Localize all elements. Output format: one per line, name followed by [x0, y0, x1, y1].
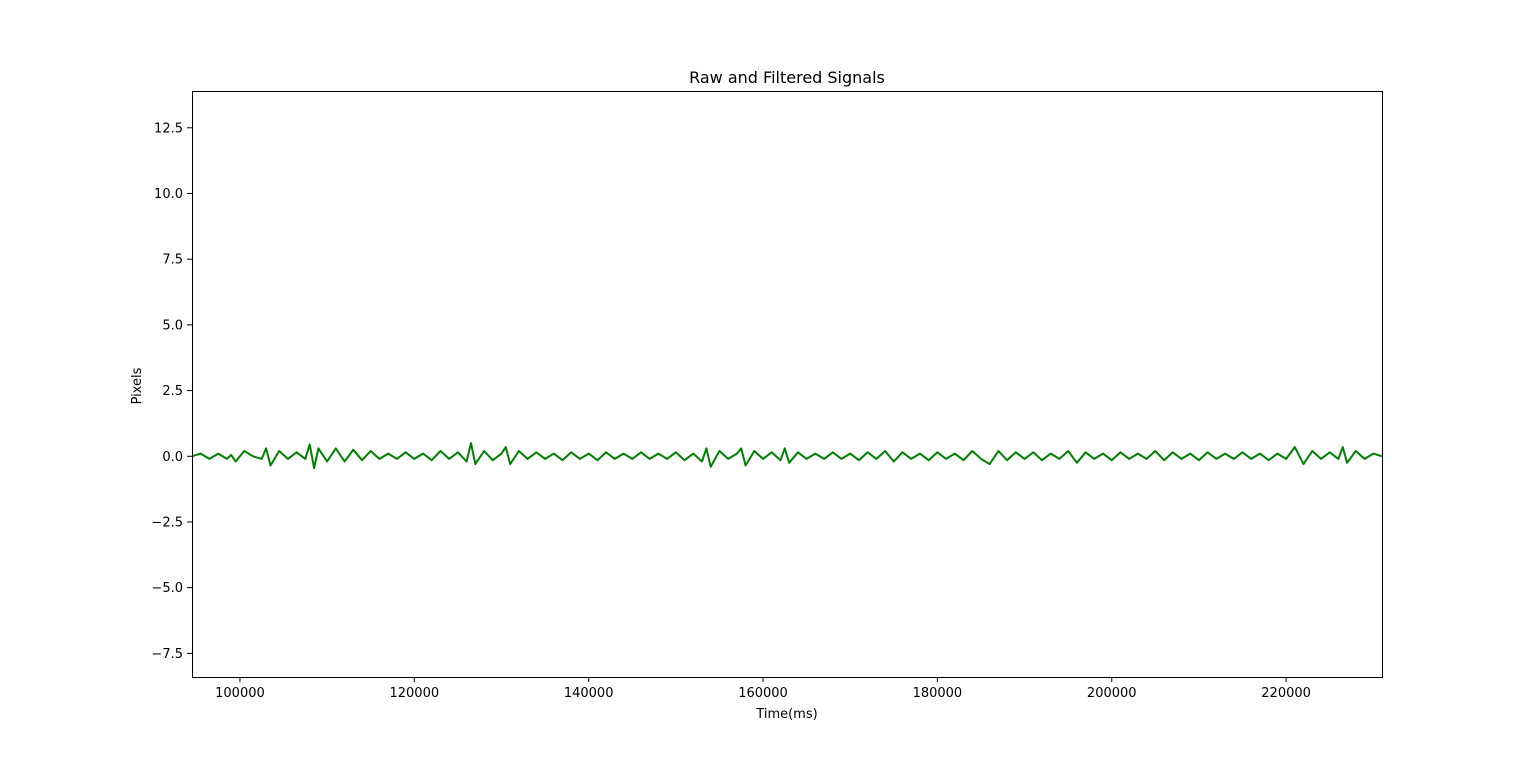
y-tick-label: 12.5 — [154, 121, 183, 136]
series-line-0 — [192, 442, 1382, 470]
series-layer — [192, 442, 1382, 470]
y-tick-label: −7.5 — [151, 647, 183, 662]
x-tick-label: 180000 — [913, 686, 963, 701]
plot-frame — [192, 91, 1383, 678]
chart-title: Raw and Filtered Signals — [689, 68, 885, 87]
y-tick-label: −5.0 — [151, 581, 183, 596]
plot-area — [192, 91, 1383, 678]
x-tick-label: 100000 — [215, 686, 265, 701]
y-tick-label: −2.5 — [151, 515, 183, 530]
x-tick-label: 220000 — [1261, 686, 1311, 701]
x-tick-label: 200000 — [1087, 686, 1137, 701]
y-axis: −7.5 −5.0 −2.5 0.0 2.5 5.0 7.5 10.0 12.5 — [151, 121, 192, 662]
x-axis-label: Time(ms) — [755, 707, 817, 722]
y-tick-label: 7.5 — [162, 253, 183, 268]
x-tick-label: 140000 — [564, 686, 614, 701]
x-tick-label: 160000 — [738, 686, 788, 701]
y-tick-label: 0.0 — [162, 450, 183, 465]
x-axis: 100000 120000 140000 160000 180000 200000 2200… — [215, 677, 1311, 701]
y-tick-label: 10.0 — [154, 187, 183, 202]
y-tick-label: 2.5 — [162, 384, 183, 399]
y-tick-label: 5.0 — [162, 318, 183, 333]
x-tick-label: 120000 — [389, 686, 439, 701]
y-axis-label: Pixels — [130, 367, 145, 404]
